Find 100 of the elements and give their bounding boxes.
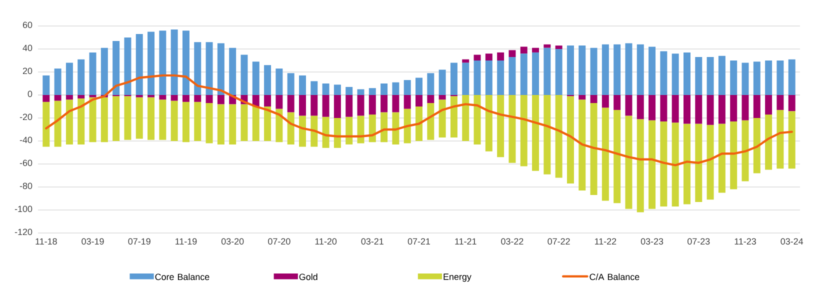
bar [357, 94, 364, 116]
bar [765, 114, 772, 170]
bar [89, 97, 96, 142]
bar [614, 94, 621, 110]
bar [438, 94, 446, 100]
bar [42, 94, 50, 102]
bar [636, 119, 644, 212]
bar [753, 94, 760, 118]
bar [602, 94, 609, 108]
bar [450, 62, 458, 95]
bar [497, 94, 504, 158]
y-tick-label: -60 [20, 160, 32, 166]
bar [427, 73, 434, 95]
bar [520, 46, 528, 54]
bar [217, 94, 224, 104]
bar [683, 52, 690, 95]
bar [89, 52, 96, 95]
bar [380, 112, 388, 142]
x-tick-label: 07-19 [128, 238, 150, 245]
x-tick-label: 07-20 [268, 238, 290, 245]
bar [217, 43, 224, 95]
y-tick-label: 0 [28, 90, 32, 98]
bar [427, 94, 434, 104]
bar [544, 44, 551, 48]
bar [474, 94, 481, 144]
bar [753, 62, 760, 95]
bar [578, 46, 586, 95]
bar [532, 48, 540, 52]
bar [346, 116, 353, 144]
bar [264, 106, 272, 141]
bar [380, 83, 388, 95]
bar [474, 60, 481, 95]
bar [404, 94, 411, 109]
bar [742, 62, 749, 95]
bar [194, 42, 202, 95]
bar [100, 97, 108, 142]
bar [392, 94, 400, 112]
bar [252, 62, 260, 95]
bar [264, 94, 272, 106]
bar [706, 94, 714, 125]
bar [625, 116, 632, 209]
bar [124, 96, 132, 140]
bar [636, 94, 644, 120]
bar [124, 37, 132, 95]
bar [625, 94, 632, 116]
bar [42, 102, 50, 147]
bar [520, 54, 528, 95]
bar [78, 98, 85, 144]
bar [182, 102, 190, 142]
bar [695, 94, 702, 124]
x-tick-label: 07-22 [548, 238, 570, 245]
y-tick-label: -20 [20, 114, 32, 120]
bar [287, 94, 294, 112]
bar [555, 46, 562, 49]
bar [555, 48, 562, 95]
bar [334, 84, 341, 95]
x-tick-label: 07-21 [408, 238, 430, 245]
bar [462, 94, 470, 141]
bar [334, 94, 341, 118]
bar [683, 94, 690, 124]
bar [148, 94, 155, 98]
x-tick-label: 07-23 [688, 238, 710, 245]
bar [508, 94, 516, 163]
y-tick-label: 40 [22, 44, 32, 52]
bar [322, 94, 330, 117]
bar [636, 44, 644, 95]
bar [78, 59, 85, 95]
bar [706, 124, 714, 200]
x-tick-label: 03-21 [361, 238, 384, 245]
x-tick-label: 03-22 [501, 238, 524, 245]
bar [136, 97, 143, 139]
x-tick-label: 03-20 [221, 238, 244, 245]
bar [765, 60, 772, 95]
bar [532, 94, 540, 171]
bar [648, 120, 656, 209]
bar [66, 94, 73, 100]
x-tick-label: 03-19 [82, 238, 104, 245]
bar [566, 46, 574, 95]
bar [416, 94, 422, 106]
bar [672, 94, 679, 123]
bar [544, 48, 551, 95]
bar [776, 110, 784, 169]
bar [298, 116, 306, 147]
bar [148, 32, 155, 95]
bar [648, 46, 656, 95]
y-tick-label: -80 [20, 182, 32, 190]
bar [310, 81, 318, 95]
bar [368, 88, 376, 95]
x-tick-label: 03-23 [640, 238, 664, 245]
y-tick-label: 20 [22, 68, 32, 74]
bar [194, 94, 202, 102]
bar [276, 94, 283, 109]
bar [229, 104, 236, 144]
bar [66, 100, 73, 144]
bar [194, 102, 202, 141]
bar [206, 103, 213, 144]
bar [520, 94, 528, 166]
bar [462, 59, 470, 63]
bar [357, 89, 364, 95]
bar [718, 56, 726, 95]
